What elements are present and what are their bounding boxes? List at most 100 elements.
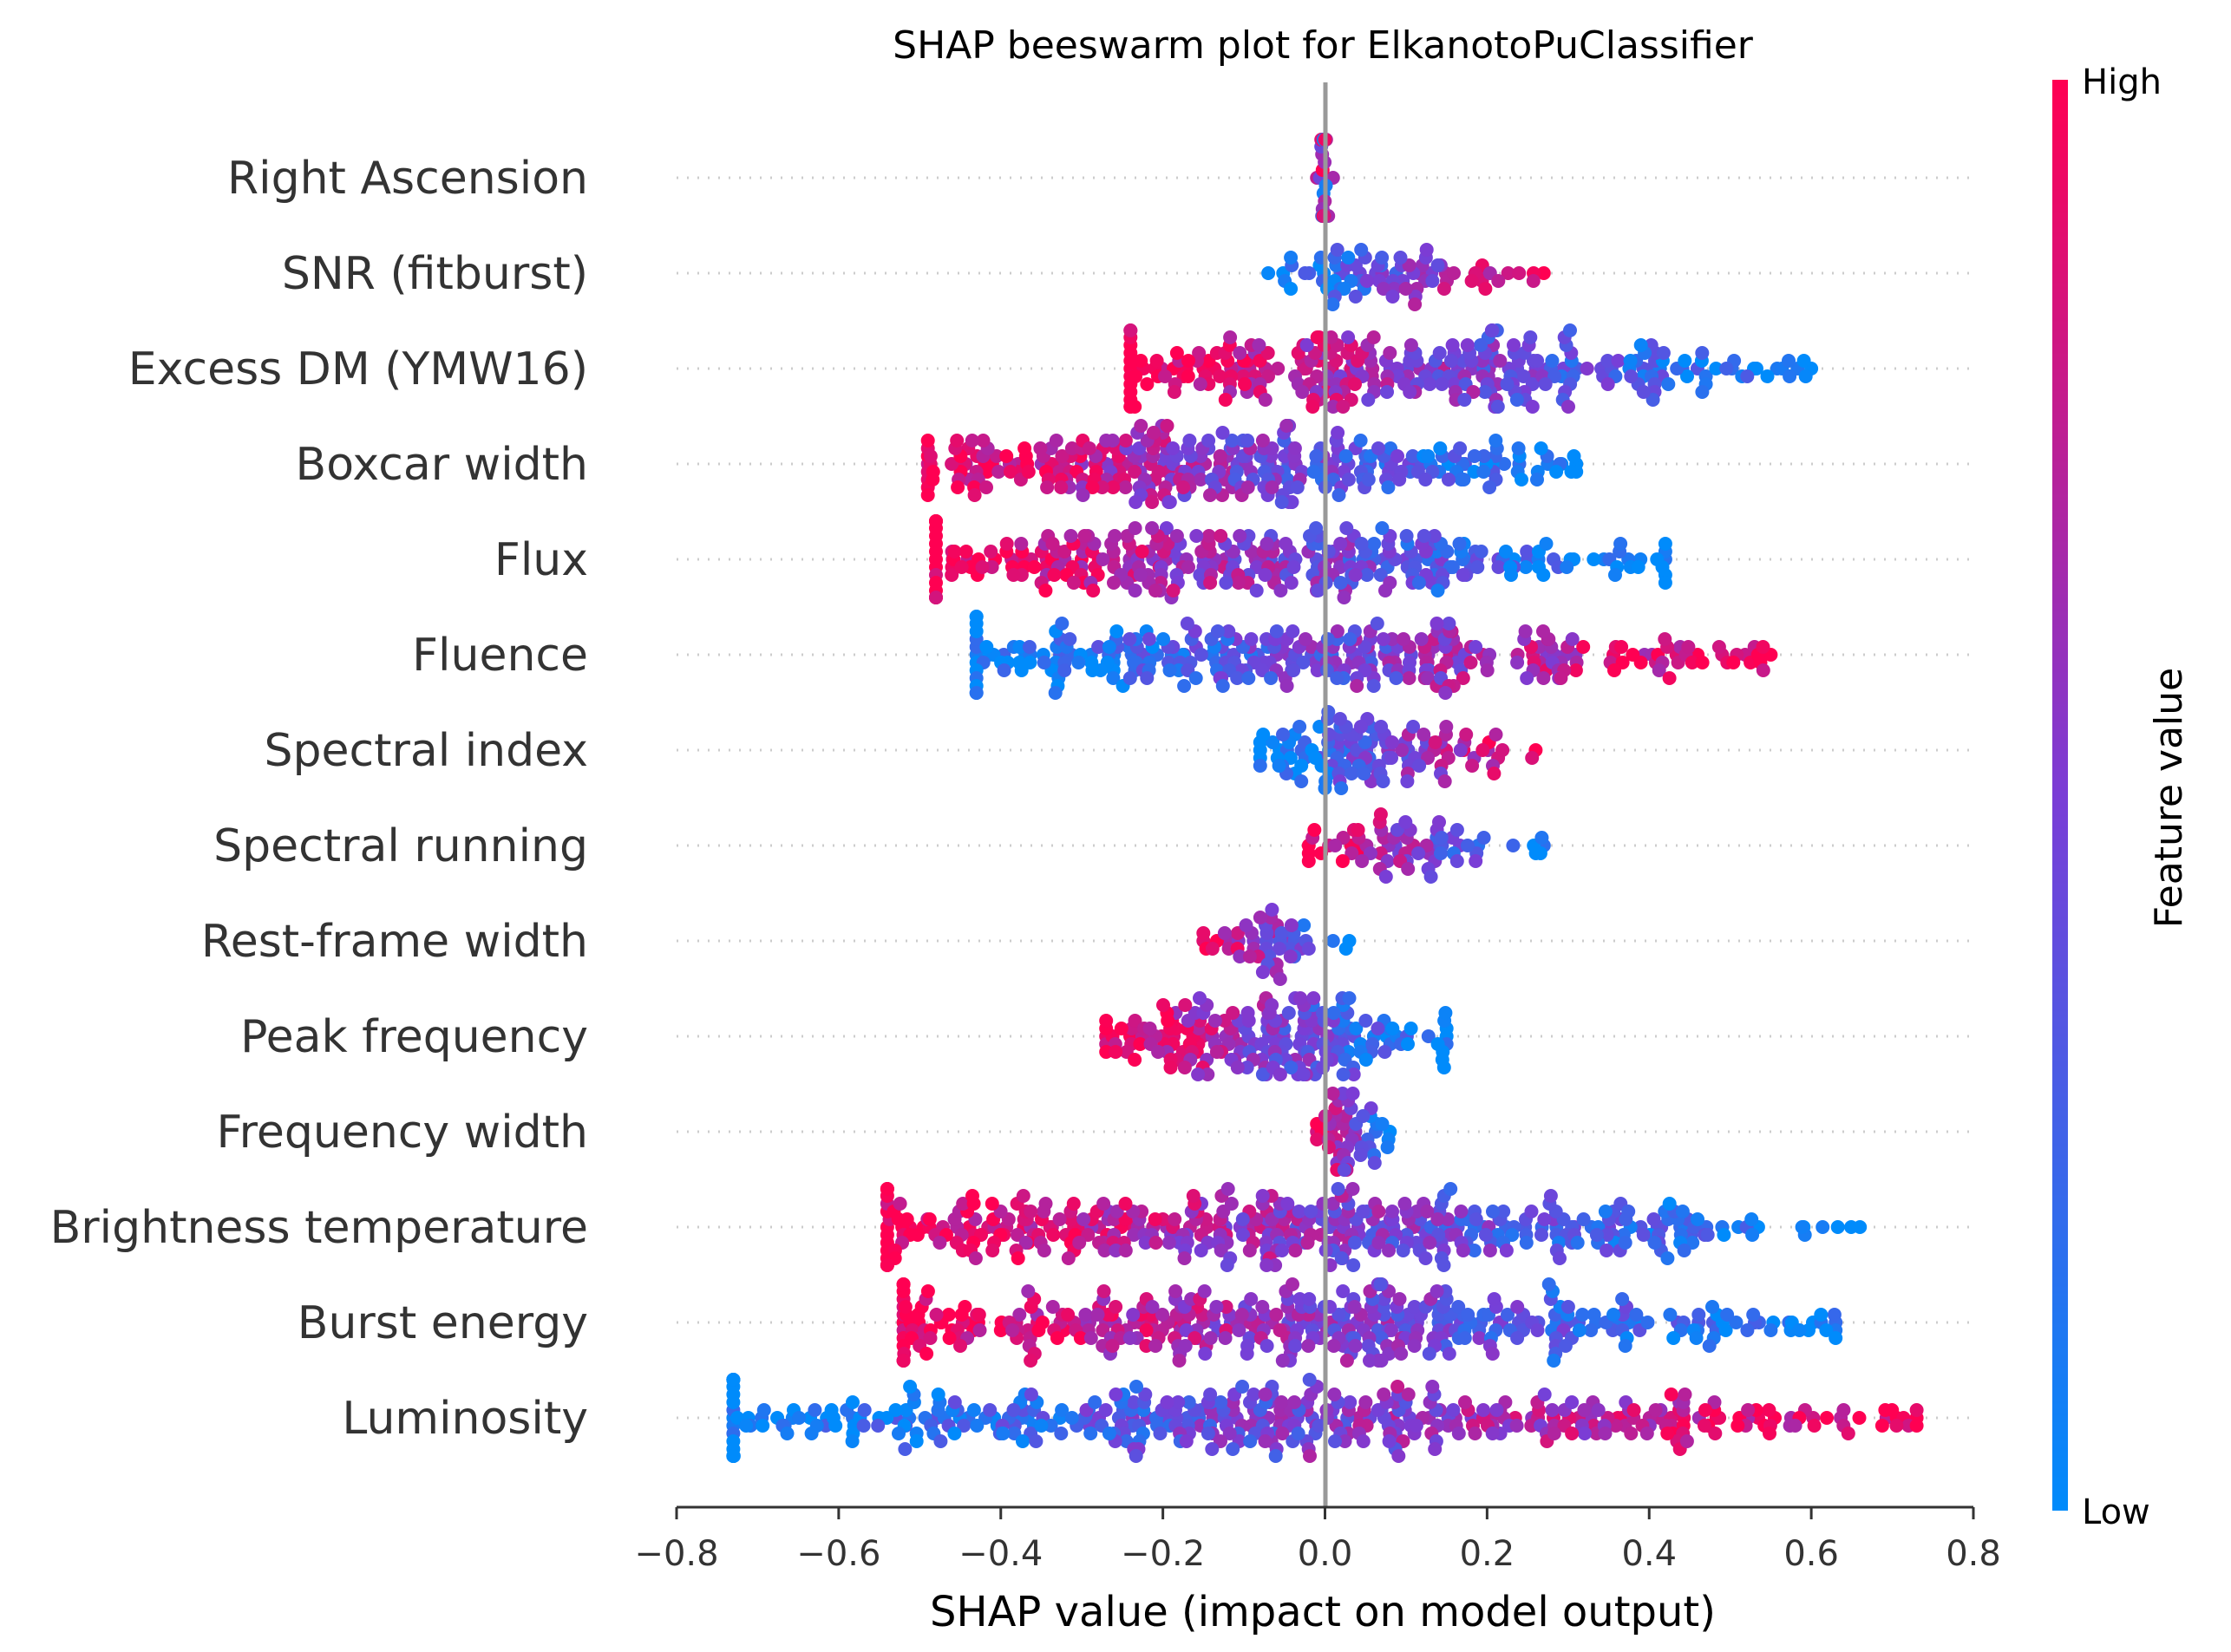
shap-point: [1432, 346, 1447, 360]
shap-point: [1038, 1197, 1053, 1211]
shap-point: [1618, 1339, 1632, 1353]
shap-point: [1621, 1205, 1636, 1218]
shap-point: [1290, 480, 1305, 494]
shap-point: [1275, 1354, 1290, 1368]
shap-point: [1403, 1022, 1418, 1035]
shap-point: [929, 591, 943, 604]
shap-point: [1244, 632, 1259, 646]
shap-point: [1375, 521, 1390, 535]
shap-point: [1205, 942, 1220, 956]
shap-point: [1061, 1308, 1076, 1322]
shap-point: [1162, 663, 1177, 677]
shap-point: [1320, 632, 1335, 646]
feature-label: Frequency width: [217, 1107, 589, 1159]
shap-point: [1297, 918, 1312, 932]
shap-point: [896, 1277, 911, 1291]
shap-point: [1358, 1053, 1373, 1067]
shap-point: [1214, 1395, 1228, 1409]
shap-point: [1037, 656, 1051, 669]
shap-point: [1194, 473, 1208, 486]
shap-point: [1128, 465, 1142, 479]
shap-point: [1331, 488, 1346, 502]
shap-point: [1215, 426, 1230, 440]
shap-point: [1343, 1395, 1358, 1409]
shap-point: [1456, 671, 1470, 685]
shap-point: [1005, 1323, 1020, 1337]
shap-point: [1077, 529, 1092, 543]
shap-point: [1600, 1228, 1614, 1242]
shap-point: [1377, 1388, 1391, 1401]
shap-point: [1744, 1212, 1759, 1226]
shap-point: [1066, 576, 1081, 590]
shap-point: [1374, 1354, 1389, 1368]
shap-point: [1560, 560, 1574, 574]
shap-point: [1286, 624, 1300, 638]
shap-point: [1336, 1284, 1351, 1298]
shap-point: [1357, 767, 1371, 780]
shap-point: [1076, 1212, 1091, 1226]
shap-point: [1536, 266, 1551, 280]
shap-point: [1495, 743, 1510, 757]
shap-point: [1575, 1308, 1590, 1322]
shap-point: [1421, 1029, 1436, 1043]
shap-point: [1085, 663, 1100, 677]
shap-point: [1083, 1331, 1098, 1345]
shap-point: [1194, 1244, 1208, 1257]
shap-point: [1560, 1300, 1575, 1314]
shap-point: [1222, 1427, 1237, 1440]
shap-point: [1762, 1403, 1776, 1417]
shap-point: [1434, 846, 1448, 860]
shap-point: [1664, 1388, 1678, 1401]
shap-point: [1168, 1284, 1183, 1298]
shap-point: [1240, 434, 1255, 447]
shap-point: [1284, 918, 1299, 932]
shap-point: [1509, 393, 1524, 407]
x-tick-label: 0.6: [1783, 1534, 1839, 1574]
shap-point: [1293, 991, 1307, 1005]
shap-point: [1288, 1339, 1303, 1353]
shap-point: [1246, 1388, 1261, 1401]
shap-point: [1201, 529, 1216, 543]
shap-point: [1236, 1228, 1250, 1242]
shap-point: [896, 1354, 911, 1368]
shap-point: [1750, 362, 1763, 375]
shap-point: [1726, 656, 1741, 669]
shap-point: [1139, 1323, 1154, 1337]
shap-point: [1109, 1388, 1123, 1401]
shap-point: [1146, 426, 1161, 440]
shap-point: [1467, 1244, 1482, 1257]
shap-point: [1343, 632, 1358, 646]
shap-point: [1160, 419, 1174, 433]
shap-point: [1382, 1434, 1397, 1448]
shap-point: [950, 434, 965, 447]
shap-point: [1520, 671, 1534, 685]
shap-point: [1500, 377, 1515, 391]
shap-point: [1565, 632, 1580, 646]
shap-point: [1301, 1339, 1316, 1353]
shap-point: [1348, 568, 1363, 582]
shap-point: [1570, 1236, 1585, 1250]
shap-point: [1129, 369, 1143, 383]
shap-point: [1306, 465, 1321, 479]
shap-point: [958, 1300, 972, 1314]
shap-point: [1829, 1331, 1843, 1345]
shap-point: [1333, 537, 1348, 551]
shap-point: [1177, 1061, 1192, 1074]
shap-point: [1613, 537, 1628, 551]
shap-point: [954, 560, 969, 574]
shap-point: [1140, 671, 1155, 685]
shap-point: [1384, 751, 1398, 765]
shap-point: [920, 1284, 935, 1298]
shap-point: [1148, 1212, 1162, 1226]
shap-point: [1328, 839, 1343, 852]
shap-point: [1626, 1403, 1641, 1417]
shap-point: [1178, 998, 1193, 1012]
shap-point: [1689, 1331, 1704, 1345]
shap-point: [1568, 663, 1583, 677]
shap-point: [871, 1419, 886, 1433]
chart-title: SHAP beeswarm plot for ElkanotoPuClassif…: [893, 23, 1754, 68]
shap-point: [1295, 385, 1310, 399]
shap-point: [1172, 1354, 1187, 1368]
shap-point: [1371, 1236, 1386, 1250]
